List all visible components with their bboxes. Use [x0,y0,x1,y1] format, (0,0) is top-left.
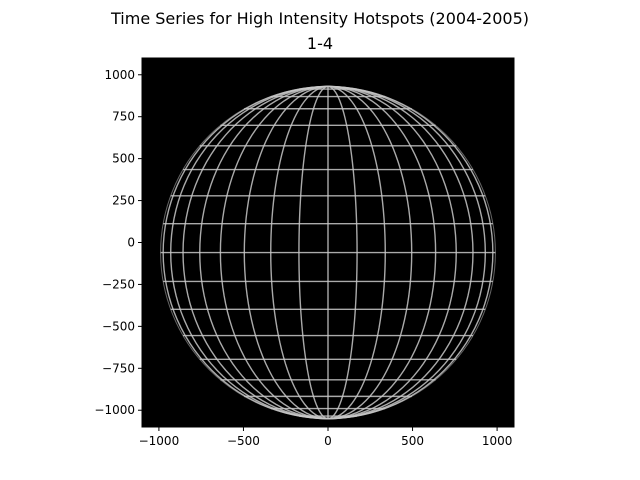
y-tick-label: −500 [102,319,135,333]
longitude-line [162,85,329,420]
chart-title: Time Series for High Intensity Hotspots … [110,9,529,28]
longitude-line [219,85,329,420]
x-tick-label: 500 [401,434,424,448]
longitude-line [327,85,494,420]
longitude-line [327,85,474,420]
y-tick-label: 1000 [104,68,135,82]
y-tick-label: −1000 [94,403,135,417]
x-tick-label: −500 [227,434,260,448]
y-tick-label: 0 [127,236,135,250]
x-tick-label: 0 [324,434,332,448]
longitude-line [327,85,386,420]
y-tick-label: 750 [112,110,135,124]
longitude-line [327,85,457,420]
longitude-line [327,85,358,420]
y-tick-label: −250 [102,277,135,291]
longitude-line [270,85,329,420]
longitude-line [182,85,329,420]
longitude-line [327,85,487,420]
longitude-line [327,85,437,420]
chart-subtitle: 1-4 [307,34,333,53]
longitude-line [169,85,329,420]
longitude-line [298,85,329,420]
longitude-line [327,85,413,420]
x-tick-label: 1000 [482,434,513,448]
x-tick-label: −1000 [139,434,180,448]
x-axis: −1000 −500 0 500 1000 [139,427,513,448]
y-axis: 1000 750 500 250 0 −250 −500 −750 −1000 [94,68,142,417]
y-tick-label: 500 [112,152,135,166]
longitude-line [243,85,329,420]
y-tick-label: 250 [112,194,135,208]
longitude-line [199,85,329,420]
sun-disk-image [160,85,496,420]
y-tick-label: −750 [102,361,135,375]
